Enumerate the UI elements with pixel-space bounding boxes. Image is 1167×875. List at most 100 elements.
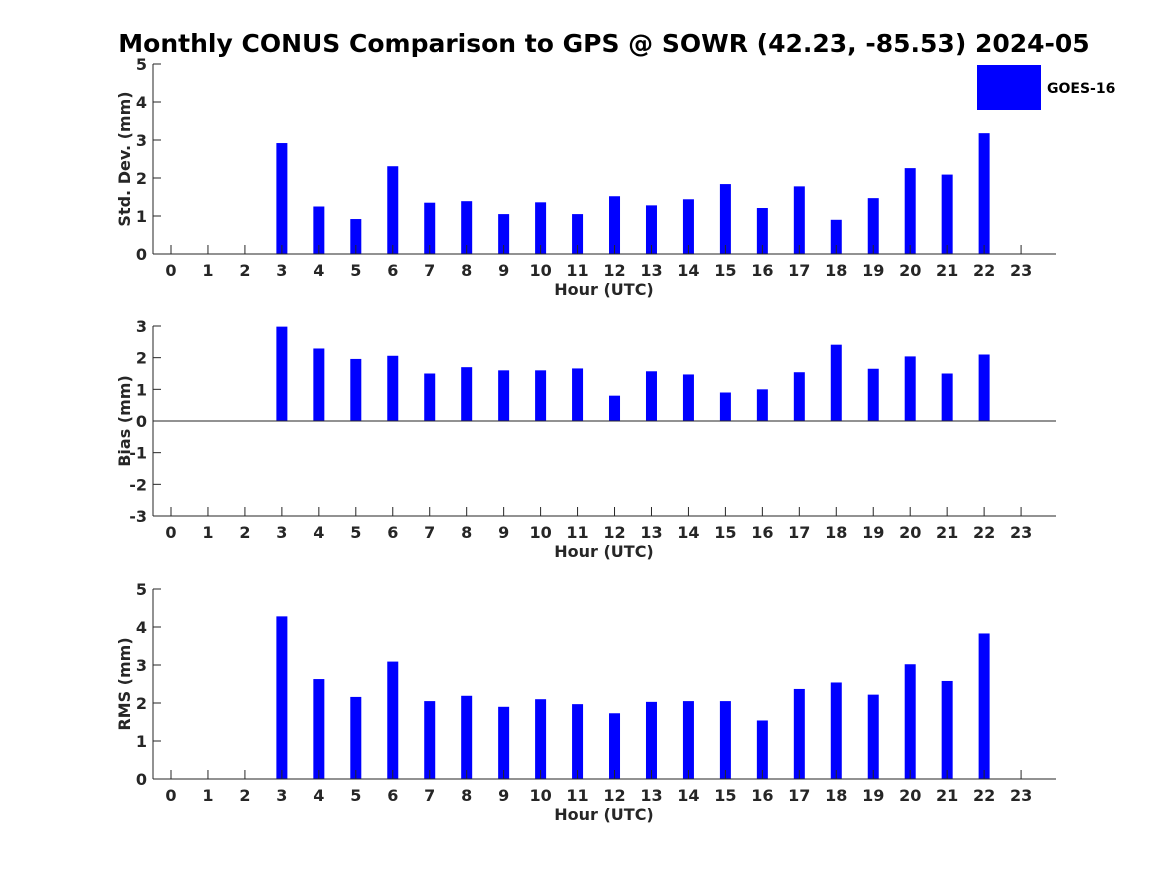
std-dev-xtick-label: 7: [424, 261, 435, 280]
bias-bar-hour-16: [756, 389, 768, 421]
bias-y-axis-label: Bias (mm): [115, 375, 134, 467]
std-dev-bar-hour-4: [313, 206, 325, 254]
bias-bar-hour-10: [535, 370, 547, 421]
bias-xtick-label: 19: [862, 523, 884, 542]
bias-bar-hour-9: [498, 370, 510, 421]
rms-bar-hour-21: [941, 680, 953, 779]
std-dev-bar-hour-14: [682, 199, 694, 254]
std-dev-xtick-label: 4: [313, 261, 324, 280]
rms-bar-hour-17: [793, 688, 805, 779]
legend-swatch: [977, 65, 1041, 110]
std-dev-bar-hour-5: [350, 219, 362, 254]
rms-bar-hour-9: [498, 706, 510, 779]
std-dev-bar-hour-15: [719, 184, 731, 254]
rms-xtick-label: 21: [936, 786, 958, 805]
std-dev-bar-hour-10: [535, 202, 547, 254]
std-dev-bar-hour-12: [609, 196, 621, 254]
std-dev-bar-hour-9: [498, 214, 510, 254]
rms-bar-hour-14: [682, 701, 694, 779]
rms-xtick-label: 5: [350, 786, 361, 805]
std-dev-bar-hour-3: [276, 143, 288, 254]
bias-xtick-label: 22: [973, 523, 995, 542]
rms-bar-hour-13: [645, 701, 657, 779]
legend: GOES-16: [977, 65, 1115, 110]
rms-bar-hour-11: [572, 704, 584, 779]
rms-xtick-label: 11: [566, 786, 588, 805]
bias-bar-hour-17: [793, 372, 805, 421]
bias-xtick-label: 21: [936, 523, 958, 542]
std-dev-xtick-label: 10: [529, 261, 551, 280]
std-dev-bar-hour-8: [461, 201, 473, 254]
bias-ytick-label: -1: [129, 444, 147, 463]
bias-xtick-label: 17: [788, 523, 810, 542]
bias-ytick-label: 1: [136, 380, 147, 399]
rms-xtick-label: 23: [1010, 786, 1032, 805]
rms-xtick-label: 10: [529, 786, 551, 805]
std-dev-xtick-label: 6: [387, 261, 398, 280]
bias-xtick-label: 14: [677, 523, 699, 542]
rms-xtick-label: 7: [424, 786, 435, 805]
bias-xtick-label: 8: [461, 523, 472, 542]
std-dev-xtick-label: 13: [640, 261, 662, 280]
rms-xtick-label: 2: [239, 786, 250, 805]
bias-bar-hour-3: [276, 326, 288, 421]
std-dev-xtick-label: 14: [677, 261, 699, 280]
std-dev-ytick-label: 5: [136, 55, 147, 74]
std-dev-xtick-label: 1: [202, 261, 213, 280]
std-dev-ytick-label: 2: [136, 169, 147, 188]
std-dev-bar-hour-19: [867, 198, 879, 254]
bias-bar-hour-19: [867, 368, 879, 421]
rms-ytick-label: 0: [136, 770, 147, 789]
bias-bar-hour-11: [572, 368, 584, 421]
rms-xtick-label: 3: [276, 786, 287, 805]
bias-xtick-label: 5: [350, 523, 361, 542]
bias-xtick-label: 10: [529, 523, 551, 542]
std-dev-bar-hour-11: [572, 214, 584, 254]
rms-xtick-label: 8: [461, 786, 472, 805]
bias-bar-hour-22: [978, 354, 990, 421]
bias-xtick-label: 12: [603, 523, 625, 542]
std-dev-xtick-label: 21: [936, 261, 958, 280]
rms-xtick-label: 1: [202, 786, 213, 805]
std-dev-ytick-label: 3: [136, 131, 147, 150]
rms-ytick-label: 3: [136, 656, 147, 675]
rms-xtick-label: 22: [973, 786, 995, 805]
rms-ytick-label: 4: [136, 618, 147, 637]
bias-xtick-label: 16: [751, 523, 773, 542]
rms-xtick-label: 0: [165, 786, 176, 805]
std-dev-xtick-label: 3: [276, 261, 287, 280]
bias-xtick-label: 15: [714, 523, 736, 542]
rms-bar-hour-19: [867, 694, 879, 779]
rms-xtick-label: 16: [751, 786, 773, 805]
rms-xtick-label: 9: [498, 786, 509, 805]
rms-xtick-label: 17: [788, 786, 810, 805]
std-dev-xtick-label: 19: [862, 261, 884, 280]
std-dev-bar-hour-22: [978, 133, 990, 254]
rms-bar-hour-3: [276, 616, 288, 779]
bias-ytick-label: -2: [129, 475, 147, 494]
rms-y-axis-label: RMS (mm): [115, 637, 134, 730]
std-dev-ytick-label: 0: [136, 245, 147, 264]
rms-ytick-label: 5: [136, 580, 147, 599]
bias-xtick-label: 2: [239, 523, 250, 542]
bias-bar-hour-12: [609, 395, 621, 421]
rms-xtick-label: 13: [640, 786, 662, 805]
rms-xtick-label: 12: [603, 786, 625, 805]
rms-bar-hour-12: [609, 713, 621, 779]
bias-xtick-label: 18: [825, 523, 847, 542]
bias-bar-hour-5: [350, 358, 362, 421]
bias-xtick-label: 4: [313, 523, 324, 542]
std-dev-y-axis-label: Std. Dev. (mm): [115, 91, 134, 226]
bias-bar-hour-15: [719, 392, 731, 421]
rms-xtick-label: 14: [677, 786, 699, 805]
std-dev-x-axis-label: Hour (UTC): [554, 280, 654, 299]
rms-xtick-label: 4: [313, 786, 324, 805]
bias-bar-hour-8: [461, 367, 473, 421]
rms-xtick-label: 15: [714, 786, 736, 805]
legend-label: GOES-16: [1047, 81, 1115, 97]
std-dev-ytick-label: 1: [136, 207, 147, 226]
bias-xtick-label: 23: [1010, 523, 1032, 542]
